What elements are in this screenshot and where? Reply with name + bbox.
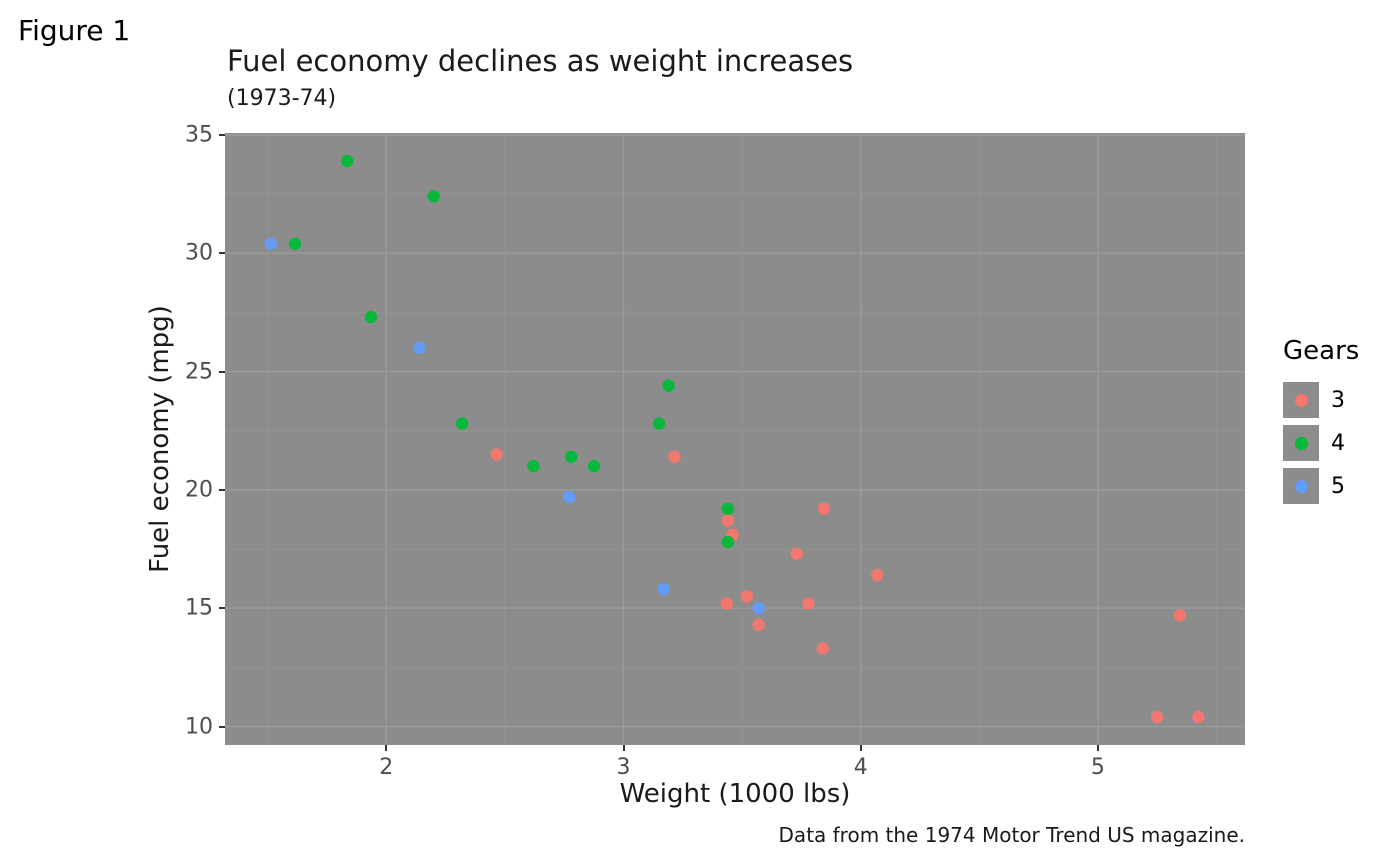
legend-entry: 3 <box>1283 382 1359 418</box>
legend: Gears 3 4 5 <box>1283 336 1359 511</box>
y-tick-label: 15 <box>185 595 213 621</box>
x-tick-label: 5 <box>1090 755 1105 780</box>
x-tick-label: 4 <box>853 755 868 780</box>
data-point-gear-4 <box>721 535 735 549</box>
figure-tag: Figure 1 <box>18 14 131 47</box>
x-tick-label: 3 <box>616 755 631 780</box>
plot-panel <box>225 133 1245 745</box>
y-axis-title: Fuel economy (mpg) <box>145 305 175 573</box>
data-point-gear-4 <box>427 190 440 203</box>
legend-title: Gears <box>1283 336 1360 366</box>
data-point-gear-3 <box>871 568 884 582</box>
data-point-gear-4 <box>341 154 354 168</box>
legend-key <box>1283 425 1319 461</box>
caption: Data from the 1974 Motor Trend US magazi… <box>778 823 1245 847</box>
data-point-gear-3 <box>740 590 754 603</box>
legend-entry-label: 5 <box>1331 473 1345 499</box>
data-point-gear-5 <box>264 237 277 250</box>
y-tick-mark <box>219 133 225 136</box>
y-tick-label: 20 <box>185 477 213 503</box>
x-tick-mark <box>1096 745 1099 751</box>
legend-point-icon <box>1294 479 1308 493</box>
y-tick-mark <box>219 252 225 255</box>
y-tick-label: 10 <box>185 714 213 740</box>
data-point-gear-4 <box>527 460 540 473</box>
legend-key <box>1283 382 1319 418</box>
data-point-gear-4 <box>456 417 469 430</box>
data-point-gear-5 <box>562 490 576 504</box>
data-point-gear-4 <box>721 502 735 515</box>
data-point-gear-3 <box>490 448 503 461</box>
x-tick-mark <box>385 745 388 751</box>
y-tick-mark <box>219 370 225 373</box>
x-tick-mark <box>622 745 625 751</box>
x-tick-label: 2 <box>379 755 394 780</box>
legend-point-icon <box>1294 393 1308 407</box>
legend-entry-label: 3 <box>1331 387 1345 413</box>
legend-entry: 4 <box>1283 425 1359 461</box>
data-point-gear-5 <box>413 341 426 355</box>
x-tick-mark <box>859 745 862 751</box>
data-point-gear-5 <box>657 583 670 596</box>
data-point-gear-3 <box>721 514 735 527</box>
x-axis-title: Weight (1000 lbs) <box>619 779 851 809</box>
data-point-gear-3 <box>720 597 733 610</box>
data-point-gear-4 <box>288 237 302 250</box>
data-point-gear-3 <box>790 547 803 560</box>
y-tick-mark <box>219 607 225 610</box>
scatter-plot <box>225 133 1245 745</box>
legend-key <box>1283 468 1319 504</box>
legend-entries: 3 4 5 <box>1283 382 1359 504</box>
data-point-gear-3 <box>1173 609 1186 622</box>
data-point-gear-3 <box>816 642 829 655</box>
data-point-gear-3 <box>817 502 831 515</box>
y-tick-label: 25 <box>185 359 213 385</box>
data-point-gear-4 <box>364 310 378 324</box>
data-point-gear-3 <box>1192 710 1205 724</box>
data-point-gear-4 <box>587 460 601 473</box>
legend-entry: 5 <box>1283 468 1359 504</box>
legend-point-icon <box>1294 436 1308 450</box>
legend-entry-label: 4 <box>1331 430 1345 456</box>
y-tick-mark <box>219 488 225 491</box>
y-tick-mark <box>219 725 225 728</box>
data-point-gear-4 <box>652 417 666 430</box>
chart-subtitle: (1973-74) <box>227 86 337 111</box>
data-point-gear-3 <box>802 597 815 610</box>
data-point-gear-4 <box>662 379 675 392</box>
y-tick-label: 35 <box>185 122 213 148</box>
data-point-gear-3 <box>668 450 681 463</box>
chart-title: Fuel economy declines as weight increase… <box>227 44 854 78</box>
data-point-gear-3 <box>1151 710 1164 724</box>
y-tick-label: 30 <box>185 240 213 266</box>
data-point-gear-3 <box>752 618 765 631</box>
data-point-gear-4 <box>565 450 578 463</box>
data-point-gear-5 <box>752 602 765 615</box>
